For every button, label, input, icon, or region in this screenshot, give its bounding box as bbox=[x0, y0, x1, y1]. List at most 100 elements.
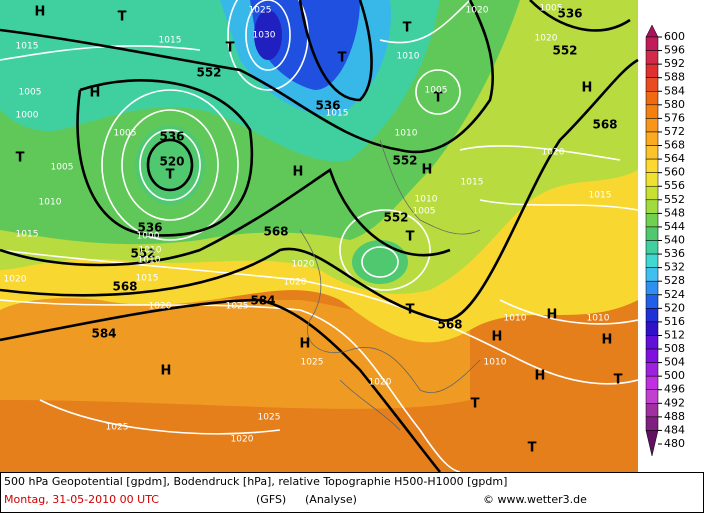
map-label: 1000 bbox=[16, 111, 39, 121]
color-legend: 6005965925885845805765725685645605565525… bbox=[641, 0, 704, 472]
footer-run: (Analyse) bbox=[305, 493, 357, 506]
legend-swatch bbox=[645, 199, 659, 214]
low-core bbox=[352, 240, 408, 284]
map-label: H bbox=[161, 364, 172, 379]
legend-label: 556 bbox=[664, 179, 685, 192]
map-label: 1010 bbox=[587, 314, 610, 324]
legend-label: 552 bbox=[664, 193, 685, 206]
map-label: H bbox=[90, 86, 101, 101]
map-label: 1020 bbox=[4, 275, 27, 285]
legend-label: 548 bbox=[664, 206, 685, 219]
band-orange-light bbox=[0, 280, 470, 409]
legend-swatch bbox=[645, 226, 659, 241]
map-label: 1020 bbox=[369, 378, 392, 388]
map-label: 1020 bbox=[231, 435, 254, 445]
map-label: H bbox=[602, 333, 613, 348]
legend-label: 576 bbox=[664, 111, 685, 124]
legend-label: 484 bbox=[664, 423, 685, 436]
map-label: H bbox=[535, 369, 546, 384]
legend-label: 584 bbox=[664, 84, 685, 97]
map-label: T bbox=[118, 10, 127, 25]
map-label: 536 bbox=[137, 221, 162, 235]
map-label: 552 bbox=[383, 211, 408, 225]
legend-label: 540 bbox=[664, 234, 685, 247]
legend-label: 564 bbox=[664, 152, 685, 165]
footer-credit: © www.wetter3.de bbox=[483, 493, 587, 506]
map-label: 1010 bbox=[139, 246, 162, 256]
map-label: 568 bbox=[112, 280, 137, 294]
legend-label: 592 bbox=[664, 57, 685, 70]
map-label: 1010 bbox=[138, 256, 161, 266]
isohypses bbox=[0, 0, 639, 473]
map-label: 1020 bbox=[284, 278, 307, 288]
legend-label: 524 bbox=[664, 288, 685, 301]
map-label: T bbox=[166, 168, 175, 183]
map-label: 1005 bbox=[540, 4, 563, 14]
legend-label: 568 bbox=[664, 139, 685, 152]
map-label: 1025 bbox=[249, 6, 272, 16]
map-label: 1015 bbox=[136, 274, 159, 284]
map-label: 1005 bbox=[19, 88, 42, 98]
map-label: H bbox=[582, 81, 593, 96]
legend-swatch bbox=[645, 375, 659, 390]
map-label: 1010 bbox=[484, 358, 507, 368]
legend-swatch bbox=[645, 131, 659, 146]
map-label: T bbox=[406, 303, 415, 318]
map-label: 1020 bbox=[535, 34, 558, 44]
map-label: 584 bbox=[250, 294, 275, 308]
map-label: T bbox=[434, 91, 443, 106]
map-label: 552 bbox=[392, 154, 417, 168]
map-label: 1015 bbox=[326, 109, 349, 119]
legend-swatch bbox=[645, 267, 659, 282]
map-label: 536 bbox=[315, 99, 340, 113]
legend-swatch bbox=[645, 362, 659, 377]
map-label: H bbox=[547, 308, 558, 323]
legend-swatch bbox=[645, 213, 659, 228]
map-labels: 552 536 536 520 536 552 568 584 584 568 552 552 568 5… bbox=[4, 4, 623, 456]
map-label: 1015 bbox=[16, 230, 39, 240]
map-label: T bbox=[338, 51, 347, 66]
map-label: 568 bbox=[437, 318, 462, 332]
map-label: 1005 bbox=[114, 129, 137, 139]
legend-swatch bbox=[645, 389, 659, 404]
legend-swatch bbox=[645, 253, 659, 268]
legend-label: 496 bbox=[664, 383, 685, 396]
legend-label: 596 bbox=[664, 44, 685, 57]
map-label: 536 bbox=[557, 7, 582, 21]
legend-swatch bbox=[645, 172, 659, 187]
map-label: T bbox=[528, 441, 537, 456]
legend-swatch bbox=[645, 280, 659, 296]
legend-swatch bbox=[645, 158, 659, 173]
map-label: 1010 bbox=[397, 52, 420, 62]
map-label: 1010 bbox=[415, 195, 438, 205]
map-label: 1010 bbox=[504, 314, 527, 324]
low-core bbox=[135, 125, 205, 205]
map-label: T bbox=[471, 397, 480, 412]
map-label: 1010 bbox=[395, 129, 418, 139]
legend-label: 508 bbox=[664, 342, 685, 355]
footer-box bbox=[0, 472, 704, 513]
map-label: 1025 bbox=[258, 413, 281, 423]
map-label: T bbox=[614, 373, 623, 388]
legend-label: 544 bbox=[664, 220, 685, 233]
map-label: 1025 bbox=[106, 423, 129, 433]
legend-label: 600 bbox=[664, 30, 685, 43]
map-label: T bbox=[226, 41, 235, 56]
legend-swatch bbox=[645, 403, 659, 418]
legend-label: 492 bbox=[664, 396, 685, 409]
legend-swatch bbox=[645, 416, 659, 431]
legend-label: 536 bbox=[664, 247, 685, 260]
map-label: 536 bbox=[159, 130, 184, 144]
legend-swatch bbox=[645, 308, 659, 323]
map-label: 1005 bbox=[51, 163, 74, 173]
map-label: 1030 bbox=[253, 31, 276, 41]
map-label: 552 bbox=[196, 66, 221, 80]
legend-swatch bbox=[645, 240, 659, 255]
map-label: H bbox=[293, 165, 304, 180]
map-label: 552 bbox=[552, 44, 577, 58]
footer: 500 hPa Geopotential [gpdm], Bodendruck … bbox=[0, 472, 704, 513]
core-darkblue bbox=[254, 10, 282, 60]
legend-label: 560 bbox=[664, 166, 685, 179]
map-label: H bbox=[35, 5, 46, 20]
